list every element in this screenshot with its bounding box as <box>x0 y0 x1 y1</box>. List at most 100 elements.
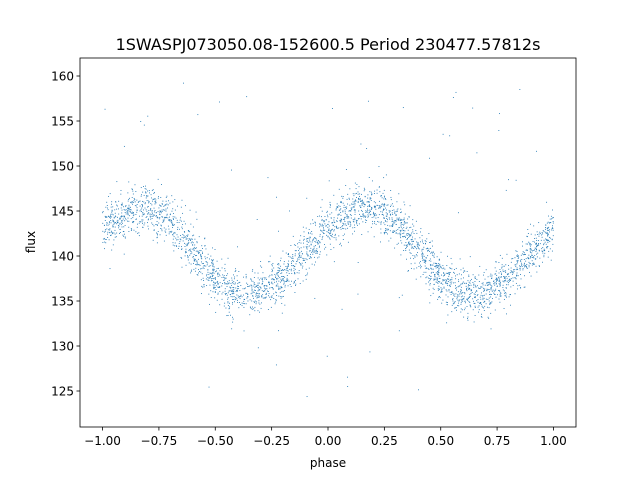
data-point <box>280 260 281 262</box>
data-point <box>383 222 385 224</box>
data-point <box>143 224 145 226</box>
data-point <box>533 225 535 227</box>
data-point <box>456 287 458 289</box>
data-point <box>112 206 114 208</box>
data-point <box>125 206 127 208</box>
data-point <box>365 215 367 217</box>
data-point <box>516 288 518 290</box>
data-point <box>228 308 230 310</box>
data-point <box>526 263 528 265</box>
data-point <box>258 287 259 289</box>
data-point <box>167 204 169 206</box>
data-point <box>147 206 149 208</box>
data-point <box>360 215 362 217</box>
data-point <box>164 204 166 206</box>
data-point <box>310 244 312 246</box>
data-point <box>123 253 125 255</box>
data-point <box>190 263 192 265</box>
data-point <box>128 198 130 200</box>
data-point <box>338 209 340 211</box>
data-point <box>178 228 180 230</box>
data-point <box>469 305 471 307</box>
data-point <box>210 290 212 292</box>
data-point <box>483 289 485 291</box>
data-point <box>102 238 104 240</box>
data-point <box>211 272 213 274</box>
data-point <box>308 257 310 259</box>
data-point <box>165 196 167 198</box>
data-point <box>180 206 182 208</box>
data-point <box>517 275 519 277</box>
data-point <box>493 283 495 285</box>
data-point <box>319 241 321 243</box>
data-point <box>267 309 269 310</box>
data-point <box>343 228 345 230</box>
data-point <box>190 253 192 255</box>
data-point <box>499 294 501 296</box>
data-point <box>147 212 149 214</box>
data-point <box>206 285 208 287</box>
data-point <box>212 259 214 261</box>
data-point <box>281 287 283 289</box>
data-point <box>499 282 501 284</box>
data-point <box>356 223 358 225</box>
data-point <box>258 289 260 291</box>
data-point <box>412 231 414 233</box>
data-point <box>386 221 388 223</box>
data-point <box>528 241 530 243</box>
data-point <box>515 282 517 284</box>
data-point <box>358 199 360 200</box>
data-point <box>449 281 451 283</box>
data-point <box>480 294 482 296</box>
data-point <box>185 252 187 253</box>
data-point <box>421 253 423 255</box>
data-point <box>217 273 219 275</box>
data-point <box>192 235 194 237</box>
data-point <box>200 268 202 270</box>
data-point <box>115 215 117 217</box>
data-point <box>378 214 380 216</box>
data-point <box>453 294 455 296</box>
data-point <box>313 238 315 240</box>
data-point <box>474 276 476 278</box>
data-point <box>130 211 131 213</box>
data-point <box>354 209 355 211</box>
data-point <box>196 255 198 256</box>
data-point <box>283 269 285 271</box>
data-point <box>275 291 277 293</box>
data-point <box>279 270 281 272</box>
data-point <box>291 280 292 282</box>
data-point <box>344 209 346 211</box>
data-point <box>517 258 519 259</box>
data-point <box>140 187 142 189</box>
data-point <box>346 216 348 217</box>
data-point <box>397 218 399 220</box>
data-point <box>367 205 369 207</box>
data-point <box>176 239 178 241</box>
data-point <box>328 228 330 230</box>
data-point <box>387 233 388 235</box>
data-point <box>219 275 221 277</box>
data-point <box>111 213 113 215</box>
data-point <box>413 258 415 260</box>
data-point <box>416 241 418 243</box>
data-point <box>429 283 431 284</box>
data-point <box>524 266 526 268</box>
data-point <box>473 300 474 302</box>
data-point <box>135 214 137 215</box>
data-point <box>383 196 385 198</box>
data-point <box>156 224 158 226</box>
data-point <box>128 231 130 232</box>
data-point <box>298 262 300 263</box>
data-point <box>234 298 236 300</box>
data-point <box>325 225 327 227</box>
data-point <box>227 315 229 316</box>
data-point <box>202 286 204 288</box>
data-point <box>200 253 202 255</box>
data-point <box>388 210 390 212</box>
data-point <box>329 237 330 239</box>
data-point <box>338 205 340 207</box>
data-point <box>362 213 364 215</box>
data-point <box>495 261 497 262</box>
data-point <box>433 288 435 290</box>
